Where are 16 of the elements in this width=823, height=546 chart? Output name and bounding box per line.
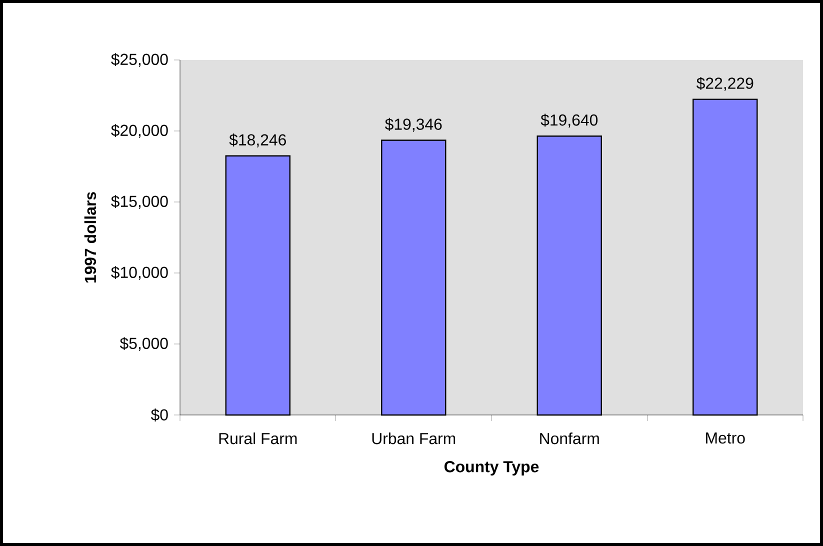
x-tick-label: Nonfarm [540, 432, 599, 444]
x-tick-label: Metro [706, 432, 745, 444]
y-tick-label: $15,000 [111, 195, 168, 209]
y-tick-label: $5,000 [120, 337, 168, 351]
x-axis-title: County Type [444, 461, 539, 476]
data-label: $19,346 [384, 118, 442, 132]
y-tick-label: $0 [150, 408, 168, 422]
y-tick-label: $20,000 [111, 124, 168, 138]
x-tick-label: Urban Farm [372, 432, 456, 444]
y-axis-title: 1997 dollars [84, 192, 96, 283]
data-label: $22,229 [696, 76, 754, 91]
y-tick-label: $25,000 [111, 53, 168, 67]
x-tick-label: Rural Farm [219, 432, 297, 444]
data-label: $18,246 [229, 134, 286, 148]
y-tick-label: $10,000 [111, 266, 168, 280]
data-label: $19,640 [540, 114, 598, 128]
